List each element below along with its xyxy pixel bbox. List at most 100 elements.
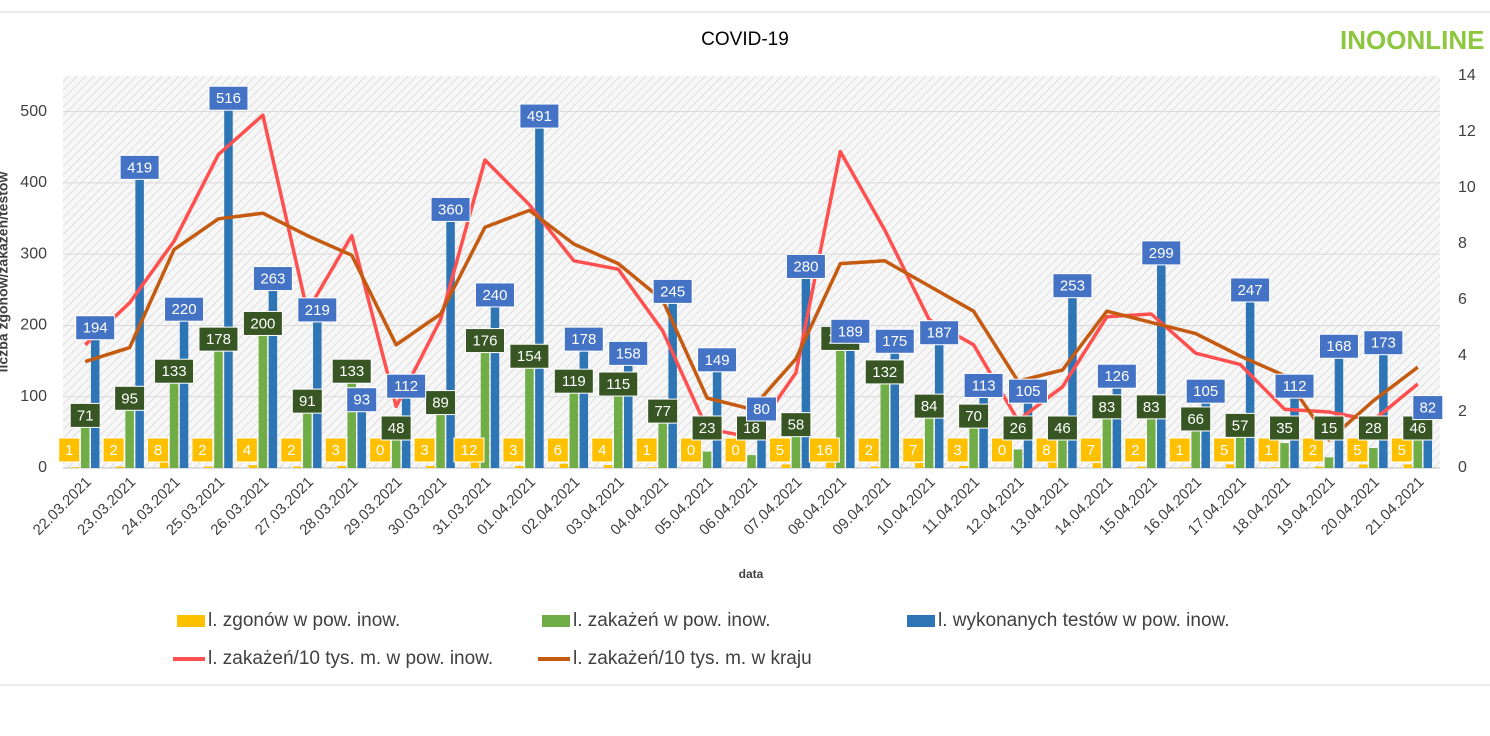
- data-label: 16: [808, 437, 840, 463]
- y-tick-label: 200: [20, 317, 47, 334]
- bar: [1068, 287, 1077, 468]
- data-label-box: [509, 343, 550, 369]
- bar: [1413, 435, 1423, 468]
- data-label: 7: [902, 437, 925, 463]
- bar: [480, 342, 490, 468]
- data-label: 2: [191, 437, 214, 463]
- data-label-box: [69, 402, 101, 428]
- data-label: 263: [252, 266, 293, 292]
- data-label: 58: [780, 412, 812, 438]
- legend-label: l. zakażeń w pow. inow.: [573, 610, 771, 631]
- y2-tick-label: 4: [1458, 347, 1467, 364]
- data-label: 2: [1124, 437, 1147, 463]
- data-label: 5: [1213, 437, 1236, 463]
- data-label-text: 219: [305, 302, 330, 319]
- data-label-text: 247: [1238, 282, 1263, 299]
- data-label-text: 8: [1042, 442, 1050, 459]
- bar: [1280, 443, 1289, 468]
- legend-label: l. wykonanych testów w pow. inow.: [938, 610, 1229, 631]
- data-label-box: [75, 315, 116, 341]
- data-label: 0: [369, 437, 392, 463]
- data-label-box: [1274, 373, 1315, 399]
- data-label-box: [785, 253, 826, 279]
- data-label-text: 2: [1309, 442, 1317, 459]
- data-label-box: [1230, 277, 1271, 303]
- bar: [490, 296, 500, 468]
- data-label-text: 176: [472, 333, 497, 350]
- data-label-box: [1363, 330, 1404, 356]
- bar: [1112, 378, 1122, 468]
- y-axis-label: liczba zgonów/zakażeń/testów: [0, 172, 11, 373]
- bar: [1191, 420, 1200, 468]
- data-label: 89: [425, 390, 457, 416]
- bar: [1359, 464, 1368, 468]
- data-label-text: 35: [1276, 420, 1293, 437]
- bar: [1403, 464, 1413, 468]
- data-label-box: [857, 437, 880, 463]
- data-label: 80: [746, 396, 777, 422]
- data-label-box: [1124, 437, 1147, 463]
- bar: [648, 467, 657, 468]
- bar: [801, 268, 811, 468]
- bar: [1225, 464, 1235, 468]
- bar: [347, 373, 356, 468]
- data-label-text: 0: [687, 442, 695, 459]
- data-label-text: 5: [776, 442, 784, 459]
- bar: [569, 383, 579, 468]
- legend-swatch: [907, 615, 935, 627]
- data-label: 154: [509, 343, 550, 369]
- data-label-text: 2: [198, 442, 206, 459]
- bar: [969, 418, 978, 468]
- bar: [515, 465, 524, 468]
- logo: INOONLINE: [1340, 25, 1484, 55]
- data-label-box: [808, 437, 840, 463]
- y2-tick-label: 10: [1458, 179, 1476, 196]
- data-label: 83: [1091, 394, 1123, 420]
- data-label-text: 1: [1176, 442, 1184, 459]
- data-label-box: [291, 388, 323, 414]
- data-label-text: 149: [705, 352, 730, 369]
- data-label-box: [102, 437, 125, 463]
- data-label-text: 93: [353, 392, 370, 409]
- bar: [436, 404, 445, 468]
- data-label-text: 175: [882, 333, 907, 350]
- data-label: 95: [114, 385, 146, 411]
- data-label: 178: [198, 326, 239, 352]
- data-label-text: 2: [287, 442, 295, 459]
- data-label-text: 105: [1193, 383, 1218, 400]
- data-label-box: [1313, 415, 1345, 441]
- data-label: 28: [1357, 415, 1389, 441]
- data-label-text: 419: [127, 159, 152, 176]
- bar: [890, 343, 900, 468]
- data-label-text: 2: [109, 442, 117, 459]
- data-label: 133: [154, 358, 195, 384]
- data-label: 280: [785, 253, 826, 279]
- bar: [791, 426, 801, 468]
- bar: [1369, 448, 1378, 468]
- data-label-box: [958, 403, 990, 429]
- y2-tick-label: 14: [1458, 67, 1476, 84]
- data-label-box: [635, 437, 658, 463]
- data-label: 178: [563, 326, 604, 352]
- data-label: 119: [553, 368, 594, 394]
- bar: [1324, 457, 1334, 468]
- data-label: 299: [1141, 240, 1182, 266]
- data-label: 176: [464, 328, 505, 354]
- data-label-box: [691, 415, 723, 441]
- data-label-text: 178: [571, 331, 596, 348]
- bar: [959, 465, 968, 468]
- data-label-text: 200: [250, 315, 275, 332]
- data-label-box: [697, 347, 738, 373]
- bar: [846, 333, 855, 468]
- data-label-text: 70: [965, 408, 982, 425]
- bar: [1314, 466, 1324, 468]
- data-label-text: 3: [953, 442, 961, 459]
- data-label-box: [1180, 406, 1212, 432]
- data-label-box: [1224, 412, 1256, 438]
- bar: [1013, 449, 1023, 468]
- y-tick-label: 300: [20, 245, 47, 262]
- bar: [613, 386, 623, 468]
- data-label-box: [474, 282, 515, 308]
- data-label-box: [1096, 363, 1137, 389]
- data-label: 57: [1224, 412, 1256, 438]
